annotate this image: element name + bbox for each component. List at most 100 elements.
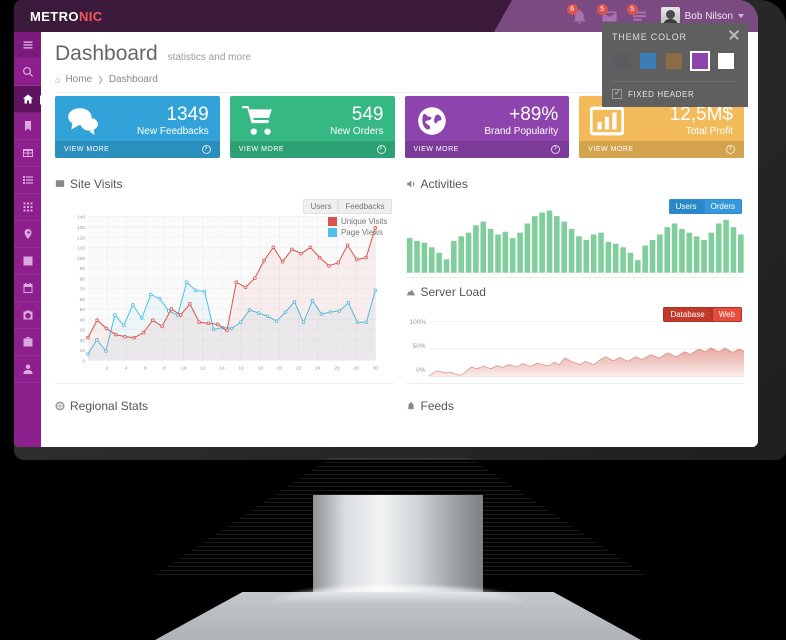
portlet-title-text: Site Visits (70, 177, 123, 191)
view-more-button[interactable]: VIEW MORE (404, 141, 570, 158)
page-title-text: Dashboard (55, 42, 158, 65)
svg-text:24: 24 (315, 365, 321, 371)
y-tick: 50% (412, 343, 426, 350)
svg-text:140: 140 (77, 215, 86, 221)
theme-swatch-brown[interactable] (664, 51, 684, 71)
sidebar-item-components[interactable] (14, 167, 41, 194)
y-tick: 0% (416, 367, 426, 374)
stat-value: 1349 (166, 104, 209, 125)
svg-text:70: 70 (80, 287, 86, 293)
site-visits-tabs: Users Feedbacks (303, 199, 392, 214)
chevron-down-icon (738, 14, 744, 18)
tab-users[interactable]: Users (303, 199, 339, 214)
portlet-title: Server Load (406, 278, 745, 305)
stat-label: New Orders (330, 126, 384, 137)
fixed-header-option[interactable]: FIXED HEADER (612, 81, 738, 107)
page-title: Dashboard statistics and more (55, 42, 744, 66)
svg-text:28: 28 (353, 365, 359, 371)
view-more-button[interactable]: VIEW MORE (55, 141, 220, 158)
stat-card-feedbacks[interactable]: 1349 New Feedbacks VIEW MORE (55, 96, 220, 158)
monitor-bezel: METRONIC 6 5 5 (14, 0, 786, 460)
view-more-label: VIEW MORE (413, 146, 459, 153)
portlet-row: Site Visits Users Feedbacks (55, 170, 744, 384)
stat-card-brand[interactable]: +89% Brand Popularity VIEW MORE (404, 96, 570, 158)
sidebar-item-maps[interactable] (14, 221, 41, 248)
sidebar-item-tables[interactable] (14, 140, 41, 167)
sidebar-item-dashboard[interactable] (14, 86, 45, 113)
stat-card-orders[interactable]: 549 New Orders VIEW MORE (229, 96, 395, 158)
theme-swatch-default[interactable] (612, 51, 632, 71)
view-more-label: VIEW MORE (64, 146, 110, 153)
tab-users[interactable]: Users (668, 199, 704, 214)
envelope-icon[interactable]: 5 (596, 3, 618, 25)
legend-unique-visits: Unique Visits (327, 217, 388, 226)
sidebar-item-layouts[interactable] (14, 113, 41, 140)
tab-orders[interactable]: Orders (703, 199, 742, 214)
svg-text:12: 12 (200, 365, 206, 371)
envelope-badge: 5 (596, 3, 608, 15)
svg-text:2: 2 (106, 365, 109, 371)
sidebar-item-portfolio[interactable] (14, 329, 41, 356)
svg-text:14: 14 (219, 365, 225, 371)
user-menu[interactable]: Bob Nilson (660, 6, 744, 26)
sidebar-item-charts[interactable] (14, 248, 41, 275)
tab-database[interactable]: Database (663, 307, 712, 322)
shopping-cart-icon (241, 106, 275, 139)
brand-logo[interactable]: METRONIC (30, 9, 103, 24)
svg-text:100: 100 (77, 256, 86, 262)
svg-text:26: 26 (334, 365, 340, 371)
svg-text:4: 4 (125, 365, 128, 371)
close-icon[interactable] (728, 29, 740, 41)
portlet-title-text: Server Load (420, 285, 486, 299)
stat-value: 12,5M$ (669, 104, 733, 125)
chart-legend: Unique Visits Page Views (327, 217, 388, 239)
sidebar-item-profile[interactable] (14, 356, 41, 383)
sidebar-item-calendar[interactable] (14, 275, 41, 302)
sidebar-item-toggle[interactable] (14, 32, 41, 59)
tab-feedbacks[interactable]: Feedbacks (338, 199, 392, 214)
portlet-title-text: Activities (420, 177, 468, 191)
chart-icon (55, 180, 65, 187)
svg-text:80: 80 (80, 276, 86, 282)
main-content: Dashboard statistics and more ⌂ Home ❯ D… (41, 32, 758, 447)
theme-swatch-purple[interactable] (690, 51, 710, 71)
tab-web[interactable]: Web (711, 307, 742, 322)
server-load-plot (428, 321, 744, 377)
avatar (660, 6, 680, 26)
theme-swatch-blue[interactable] (638, 51, 658, 71)
breadcrumb-item-dashboard: Dashboard (108, 74, 158, 85)
legend-swatch (327, 228, 337, 237)
breadcrumb-item-home[interactable]: Home (65, 74, 93, 85)
fixed-header-label: FIXED HEADER (628, 89, 695, 99)
legend-label: Unique Visits (340, 217, 388, 226)
bell-icon[interactable]: 6 (566, 3, 588, 25)
sidebar-item-gallery[interactable] (14, 302, 41, 329)
view-more-button[interactable]: VIEW MORE (229, 141, 395, 158)
brand-main-text: METRO (30, 8, 79, 24)
stat-label: New Feedbacks (137, 126, 209, 137)
portlet-title: Regional Stats (55, 392, 394, 419)
svg-text:40: 40 (80, 317, 86, 323)
view-more-button[interactable]: VIEW MORE (579, 141, 744, 158)
portlet-title: Site Visits (55, 170, 394, 197)
svg-text:60: 60 (80, 297, 86, 303)
theme-swatch-list (612, 51, 738, 71)
portlet-title: Activities (406, 170, 745, 197)
svg-text:130: 130 (77, 225, 86, 231)
theme-swatch-light[interactable] (716, 51, 736, 71)
home-icon: ⌂ (55, 74, 61, 85)
area-chart-icon (406, 289, 415, 296)
view-more-label: VIEW MORE (588, 146, 634, 153)
server-load-chart: Database Web 100% 50% 0% (406, 305, 744, 383)
breadcrumb: ⌂ Home ❯ Dashboard (55, 74, 744, 93)
svg-text:90: 90 (80, 266, 86, 272)
sidebar-item-pages[interactable] (14, 194, 41, 221)
svg-text:20: 20 (80, 338, 86, 344)
checkbox-icon[interactable] (612, 88, 622, 99)
brand-zone: METRONIC (14, 0, 494, 32)
sidebar-item-search[interactable] (14, 59, 41, 86)
svg-text:30: 30 (373, 365, 379, 371)
tasks-icon[interactable]: 5 (626, 3, 648, 25)
stand-highlight (270, 586, 526, 604)
svg-text:50: 50 (80, 307, 86, 313)
